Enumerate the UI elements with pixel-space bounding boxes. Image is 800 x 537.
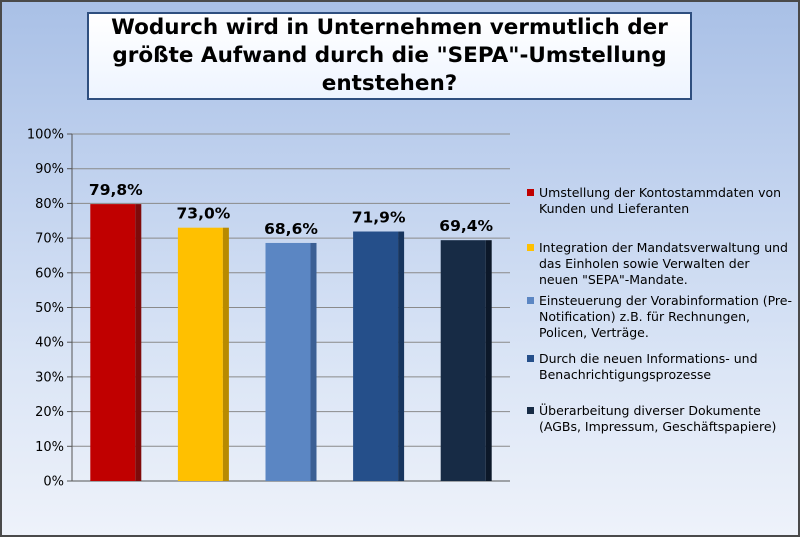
y-tick-label: 100%	[27, 128, 64, 143]
data-label: 69,4%	[439, 217, 493, 235]
data-label: 73,0%	[177, 205, 231, 223]
legend-label: Überarbeitung diverser Dokumente (AGBs, …	[539, 403, 777, 434]
bar	[90, 204, 136, 481]
y-tick-label: 60%	[35, 266, 64, 281]
legend-label: Integration der Mandatsverwaltung und da…	[539, 240, 788, 287]
y-tick-label: 30%	[35, 370, 64, 385]
y-tick-label: 0%	[43, 475, 64, 490]
bar-side	[398, 231, 405, 481]
data-labels: 79,8% 73,0% 68,6% 71,9% 69,4%	[89, 181, 494, 238]
legend-label: Durch die neuen Informations- und Benach…	[539, 351, 758, 382]
y-tick-label: 20%	[35, 405, 64, 420]
legend-swatch	[527, 297, 534, 304]
chart-title: Wodurch wird in Unternehmen vermutlich d…	[111, 15, 668, 96]
y-tick-label: 50%	[35, 301, 64, 316]
legend-swatch	[527, 407, 534, 414]
bar	[265, 242, 311, 481]
bar-side	[222, 227, 229, 481]
y-axis-ticks: 0% 10% 20% 30% 40% 50% 60% 70% 80% 90% 100%	[27, 128, 64, 490]
legend-item: Durch die neuen Informations- und Benach…	[527, 351, 792, 383]
legend-item: Umstellung der Kontostammdaten von Kunde…	[527, 185, 792, 217]
bars	[90, 204, 492, 481]
legend-item: Überarbeitung diverser Dokumente (AGBs, …	[527, 403, 792, 435]
y-tick-label: 40%	[35, 336, 64, 351]
bar	[440, 240, 486, 481]
bar-side	[485, 240, 492, 481]
bar-side	[135, 204, 142, 481]
data-label: 68,6%	[264, 220, 318, 238]
legend-label: Einsteuerung der Vorabinformation (Pre-N…	[539, 293, 792, 340]
legend-swatch	[527, 244, 534, 251]
legend-swatch	[527, 189, 534, 196]
bar	[177, 227, 223, 481]
data-label: 79,8%	[89, 181, 143, 199]
legend-item: Integration der Mandatsverwaltung und da…	[527, 240, 792, 288]
bar-side	[310, 242, 317, 481]
legend-label: Umstellung der Kontostammdaten von Kunde…	[539, 185, 782, 216]
y-tick-label: 80%	[35, 197, 64, 212]
legend-swatch	[527, 355, 534, 362]
y-tick-label: 70%	[35, 232, 64, 247]
y-tick-label: 10%	[35, 440, 64, 455]
bar	[353, 231, 399, 481]
legend-item: Einsteuerung der Vorabinformation (Pre-N…	[527, 293, 792, 341]
data-label: 71,9%	[352, 209, 406, 227]
chart-title-box: Wodurch wird in Unternehmen vermutlich d…	[87, 12, 692, 100]
y-tick-label: 90%	[35, 162, 64, 177]
